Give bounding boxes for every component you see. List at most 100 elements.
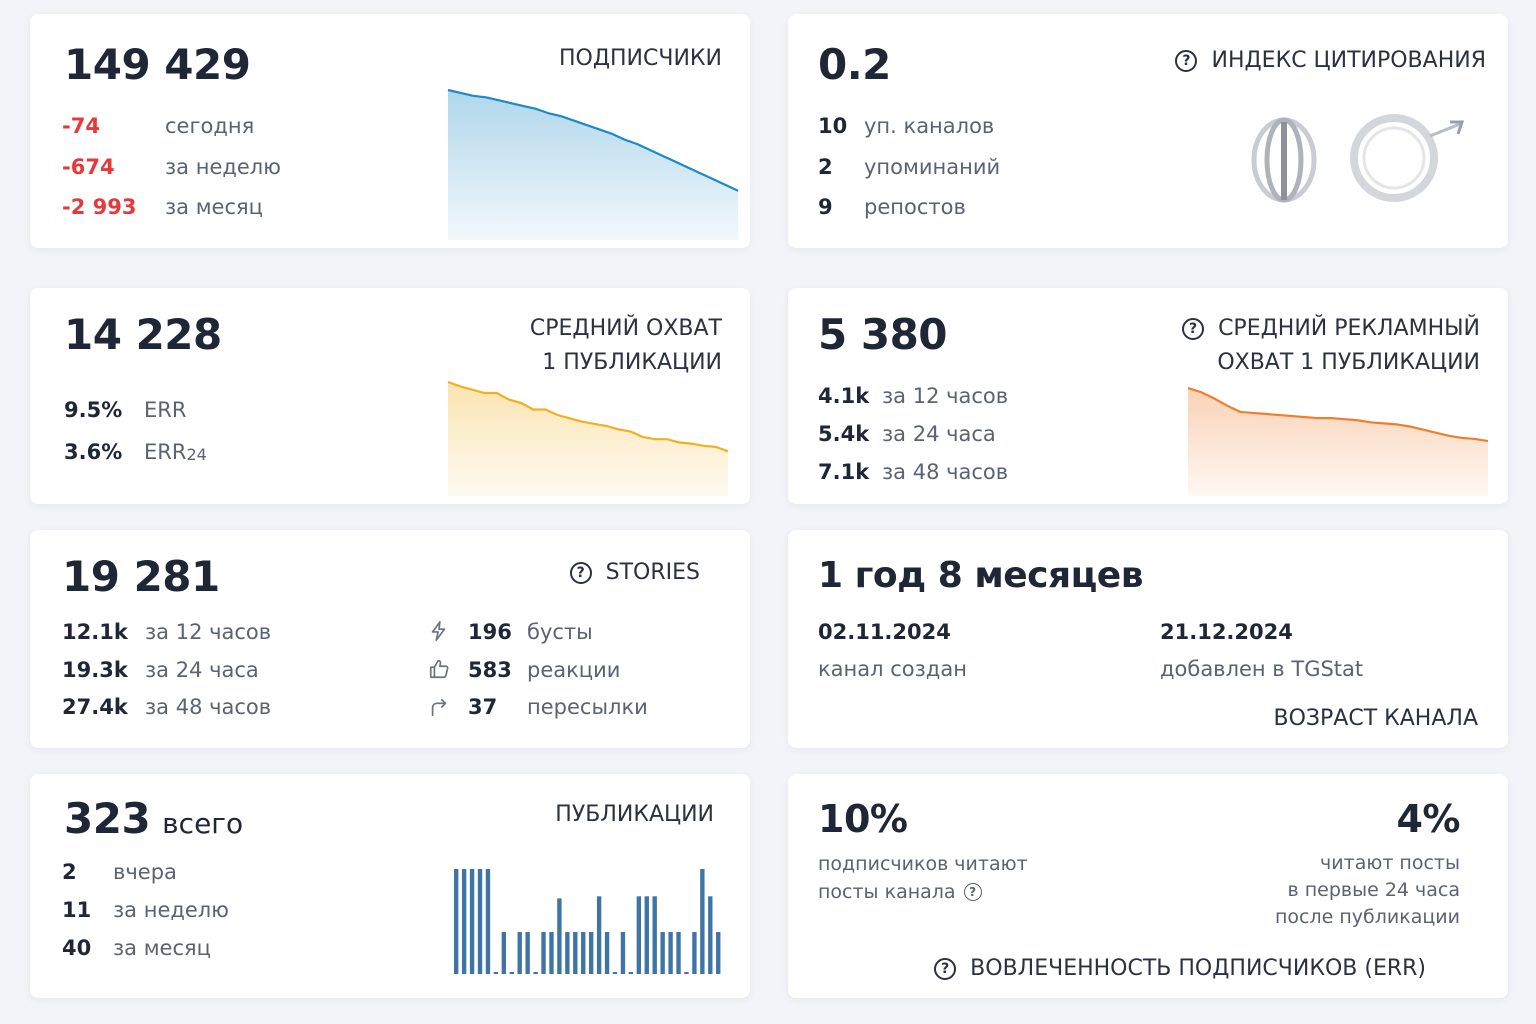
publications-week: 11 за неделю — [62, 898, 229, 922]
stories-card[interactable]: 19 281 ? STORIES 12.1k за 12 часов 19.3k за… — [30, 530, 750, 748]
publication-bar — [501, 932, 507, 974]
engagement-right-value: 4% — [1396, 797, 1460, 841]
ad-reach-24h: 5.4k за 24 часа — [818, 422, 996, 446]
channel-created-label: канал создан — [818, 657, 967, 681]
engagement-left-text: подписчиков читают посты канала? — [818, 853, 1028, 903]
subscribers-week: -674 за неделю — [62, 155, 281, 179]
publication-bar — [589, 932, 594, 974]
trend-line — [447, 380, 729, 453]
publication-bar — [676, 932, 681, 974]
channel-added-label: добавлен в TGStat — [1160, 657, 1364, 681]
stories-boosts: 196 бусты — [468, 620, 593, 644]
citation-reposts: 9 репостов — [818, 195, 966, 219]
stories-48h: 27.4k за 48 часов — [62, 695, 272, 719]
stories-value: 19 281 — [62, 552, 220, 601]
publication-bar — [628, 972, 634, 974]
help-icon[interactable]: ? — [1182, 318, 1205, 340]
citation-index-value: 0.2 — [818, 40, 891, 89]
publication-bar — [684, 972, 689, 974]
channel-added-date: 21.12.2024 — [1160, 620, 1293, 644]
avg-reach-trend-chart — [447, 380, 729, 496]
channel-age-title: ВОЗРАСТ КАНАЛА — [1273, 706, 1478, 731]
trend-area — [448, 382, 728, 496]
subscribers-month: -2 993 за месяц — [62, 195, 263, 219]
trend-area — [1188, 388, 1488, 496]
publication-bar — [604, 932, 610, 974]
ad-reach-12h: 4.1k за 12 часов — [818, 384, 1009, 408]
ad-reach-48h: 7.1k за 48 часов — [818, 460, 1009, 484]
publication-bar — [469, 869, 475, 974]
publication-bar — [477, 869, 483, 974]
publication-bar — [644, 896, 649, 974]
trend-line — [1187, 386, 1489, 443]
publication-bar — [549, 932, 554, 974]
publications-bar-chart — [454, 869, 721, 974]
publication-bar — [700, 869, 705, 974]
ad-reach-trend-chart — [1187, 386, 1489, 496]
ad-reach-title: ? СРЕДНИЙ РЕКЛАМНЫЙ ОХВАТ 1 ПУБЛИКАЦИИ — [1182, 312, 1480, 380]
publication-bar — [493, 972, 499, 974]
channel-age-card[interactable]: 1 год 8 месяцев 02.11.2024 канал создан … — [788, 530, 1508, 748]
publication-bar — [692, 932, 697, 974]
publication-bar — [485, 869, 491, 974]
publications-value: 323 всего — [64, 794, 244, 843]
publication-bar — [660, 932, 665, 974]
publication-bar — [557, 898, 562, 974]
help-icon[interactable]: ? — [934, 958, 957, 980]
publication-bar — [509, 972, 514, 974]
subscribers-today: -74 сегодня — [62, 114, 255, 138]
decorative-rings-icon — [1251, 114, 1465, 203]
avg-reach-title: СРЕДНИЙ ОХВАТ 1 ПУБЛИКАЦИИ — [529, 316, 722, 375]
publication-bar — [533, 972, 538, 974]
help-icon[interactable]: ? — [569, 562, 592, 584]
citation-channels: 10 уп. каналов — [818, 114, 995, 138]
lightning-icon — [431, 621, 446, 641]
publication-bar — [716, 932, 721, 974]
avg-reach-card[interactable]: 14 228 СРЕДНИЙ ОХВАТ 1 ПУБЛИКАЦИИ 9.5% ERR… — [30, 288, 750, 504]
share-arrow-icon — [431, 698, 447, 717]
publication-bar — [620, 932, 626, 974]
publication-bar — [525, 932, 530, 974]
citation-index-title: ? ИНДЕКС ЦИТИРОВАНИЯ — [1175, 44, 1486, 78]
publication-bar — [636, 896, 642, 974]
help-icon[interactable]: ? — [1175, 50, 1198, 72]
publications-card[interactable]: 323 всего ПУБЛИКАЦИИ 2 вчера 11 за неделю … — [30, 774, 750, 998]
help-icon[interactable]: ? — [963, 883, 982, 901]
channel-age-value: 1 год 8 месяцев — [818, 555, 1144, 596]
trend-line — [447, 88, 739, 192]
thumbs-up-icon — [429, 659, 449, 679]
subscribers-card[interactable]: 149 429 ПОДПИСЧИКИ -74 сегодня -674 за нед… — [30, 14, 750, 248]
engagement-title: ? ВОВЛЕЧЕННОСТЬ ПОДПИСЧИКОВ (ERR) — [934, 952, 1426, 986]
trend-area — [448, 90, 738, 240]
publication-bar — [596, 896, 602, 974]
engagement-left-value: 10% — [818, 797, 908, 841]
publications-yesterday: 2 вчера — [62, 860, 177, 884]
avg-reach-err: 9.5% ERR — [64, 398, 187, 422]
publications-month: 40 за месяц — [62, 936, 211, 960]
publication-bar — [517, 932, 522, 974]
stories-forwards: 37 пересылки — [468, 695, 648, 719]
publication-bar — [652, 896, 657, 974]
stories-title: ? STORIES — [569, 556, 700, 590]
publication-bar — [612, 972, 618, 974]
publication-bar — [461, 869, 467, 974]
stories-12h: 12.1k за 12 часов — [62, 620, 272, 644]
publication-bar — [668, 932, 673, 974]
publication-bar — [541, 932, 546, 974]
ad-reach-card[interactable]: 5 380 ? СРЕДНИЙ РЕКЛАМНЫЙ ОХВАТ 1 ПУБЛИКА… — [788, 288, 1508, 504]
publication-bar — [581, 932, 586, 974]
stories-reactions: 583 реакции — [468, 658, 621, 682]
citation-mentions: 2 упоминаний — [818, 155, 1001, 179]
avg-reach-value: 14 228 — [64, 310, 222, 359]
avg-reach-err24: 3.6% ERR 24 — [64, 440, 207, 464]
ad-reach-value: 5 380 — [818, 310, 948, 359]
publication-bar — [565, 932, 570, 974]
publication-bar — [573, 932, 578, 974]
engagement-card[interactable]: 10% подписчиков читают посты канала? 4% … — [788, 774, 1508, 998]
publication-bar — [454, 869, 459, 974]
publications-title: ПУБЛИКАЦИИ — [555, 802, 714, 827]
subscribers-title: ПОДПИСЧИКИ — [558, 46, 722, 71]
engagement-right-text: читают посты в первые 24 часа после публ… — [1275, 852, 1460, 928]
channel-created-date: 02.11.2024 — [818, 620, 951, 644]
